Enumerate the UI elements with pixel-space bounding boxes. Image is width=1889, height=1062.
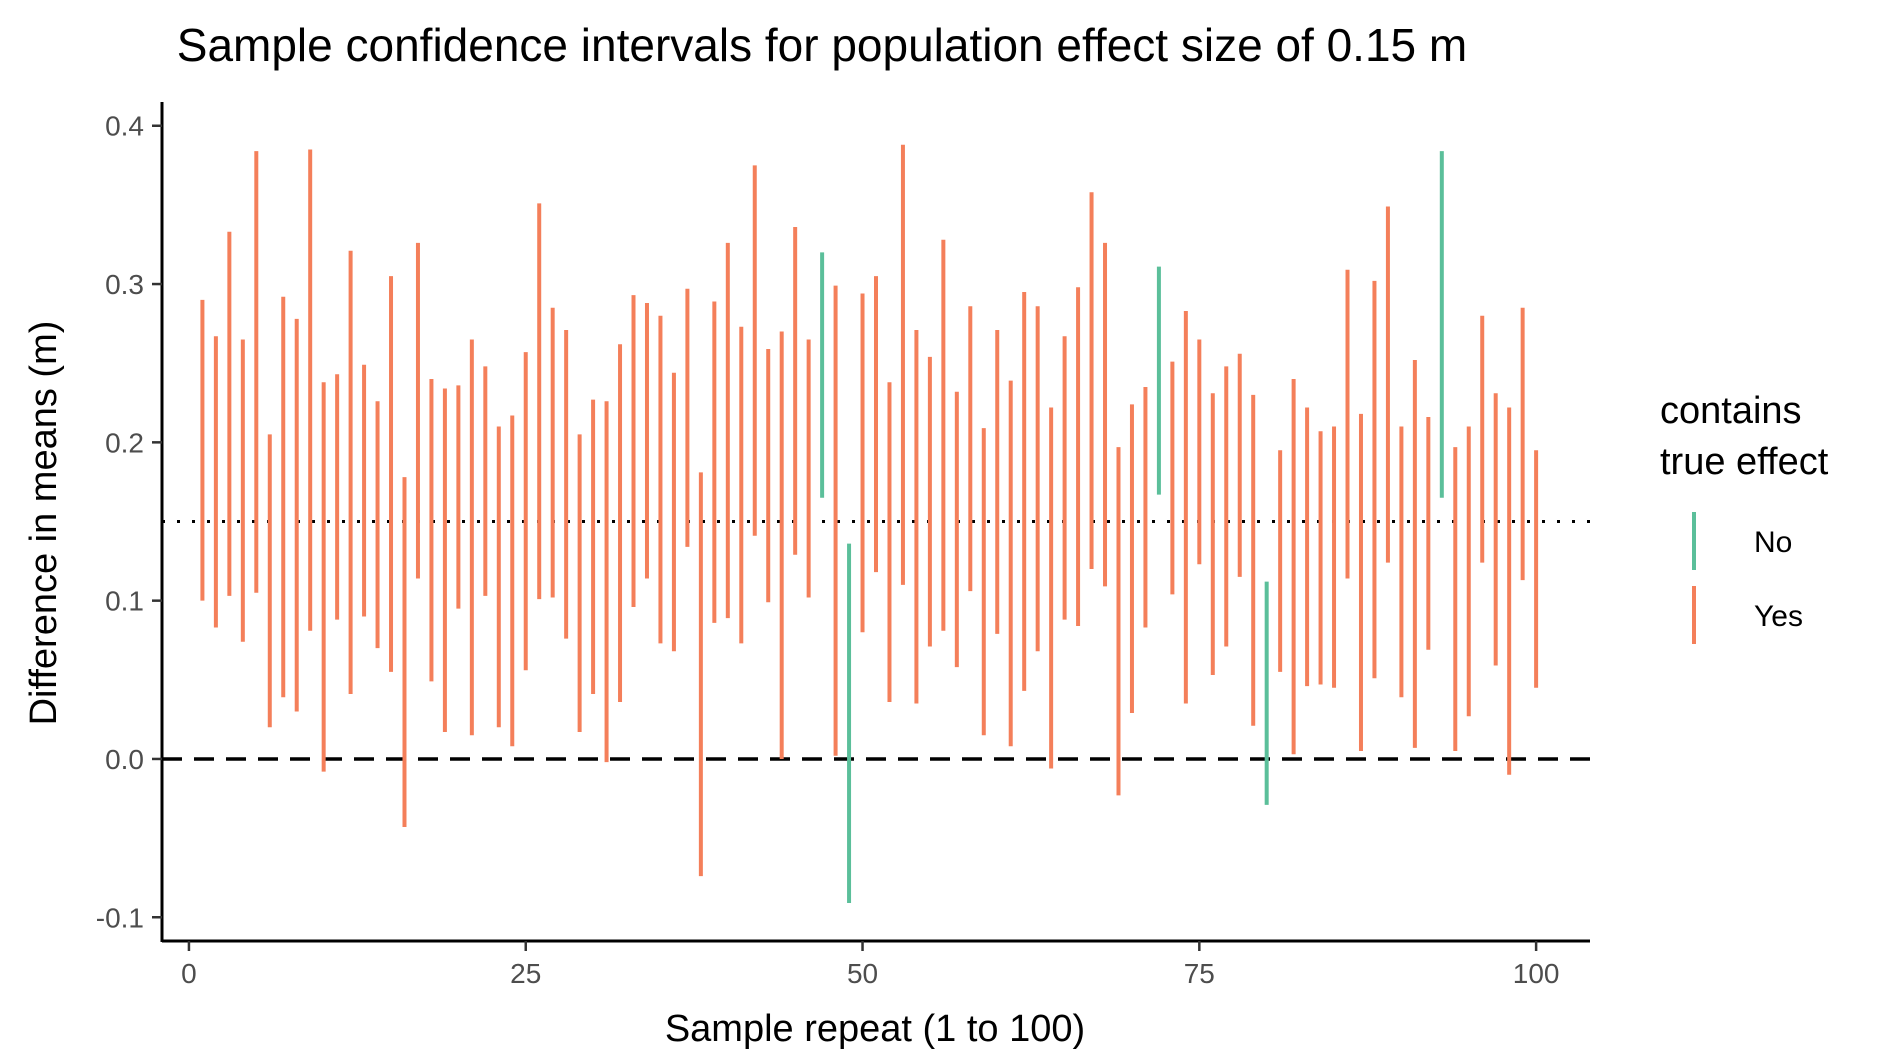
legend-title-line-2: true effect	[1660, 441, 1829, 483]
y-tick-label: 0.2	[105, 427, 144, 458]
legend: contains true effect No Yes	[1660, 390, 1829, 644]
legend-label-no: No	[1754, 526, 1792, 559]
reference-lines	[162, 520, 1590, 761]
x-tick-label: 25	[510, 958, 541, 989]
x-tick-label: 75	[1184, 958, 1215, 989]
x-tick-label: 0	[181, 958, 197, 989]
y-axis-title: Difference in means (m)	[23, 321, 65, 726]
legend-title-line-1: contains	[1660, 390, 1802, 432]
x-tick-label: 100	[1513, 958, 1560, 989]
y-tick-label: -0.1	[96, 902, 144, 933]
y-axis-ticks: -0.1 0.0 0.1 0.2 0.3 0.4	[96, 111, 162, 933]
x-axis-title: Sample repeat (1 to 100)	[665, 1008, 1085, 1050]
y-tick-label: 0.4	[105, 111, 144, 142]
y-tick-label: 0.1	[105, 586, 144, 617]
legend-label-yes: Yes	[1754, 600, 1803, 633]
y-tick-label: 0.3	[105, 269, 144, 300]
x-axis-ticks: 0 25 50 75 100	[181, 941, 1559, 989]
axes	[160, 102, 1590, 943]
y-tick-label: 0.0	[105, 744, 144, 775]
chart-title: Sample confidence intervals for populati…	[177, 19, 1467, 71]
interval-bars	[200, 144, 1539, 904]
x-tick-label: 50	[847, 958, 878, 989]
